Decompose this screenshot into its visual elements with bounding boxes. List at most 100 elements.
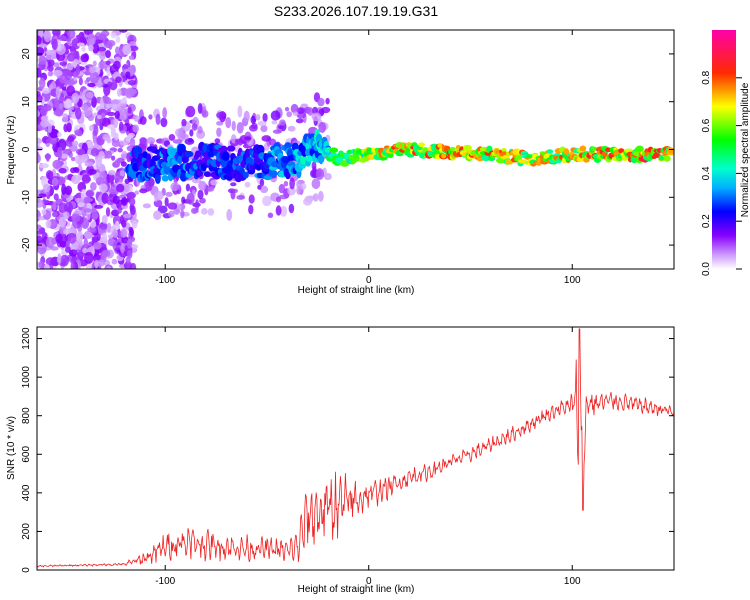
heatmap-cell [78,77,83,86]
heatmap-cell [131,219,138,229]
heatmap-cell [65,37,72,42]
heatmap-cell [134,190,140,195]
heatmap-cell [52,69,63,77]
heatmap-cell [95,176,105,186]
heatmap-cell [102,176,107,185]
heatmap-cell [51,211,58,218]
colorbar-tick-label: 0.6 [701,118,712,132]
heatmap-cell [180,209,185,219]
heatmap-cell [83,237,89,250]
heatmap-cell [129,197,136,207]
heatmap-cell [91,96,97,108]
heatmap-cell [37,94,43,103]
heatmap-cell [70,156,76,162]
heatmap-cell [153,190,164,201]
heatmap-cell [55,86,61,98]
heatmap-cell [67,135,75,142]
heatmap-cell [65,246,71,253]
heatmap-cell [99,97,104,110]
heatmap-cell [161,174,169,182]
heatmap-cell [89,220,97,228]
heatmap-cell [119,170,125,177]
heatmap-cell [214,138,221,144]
heatmap-cell [275,205,282,216]
heatmap-cell [221,151,230,161]
snr-y-tick-label: 200 [21,523,32,540]
heatmap-cell [666,147,674,154]
spectrogram-y-axis-label: Frequency (Hz) [6,116,17,185]
heatmap-cell [237,122,243,132]
spectrogram-x-tick-label: -100 [155,275,175,286]
heatmap-cell [110,99,120,105]
heatmap-cell [45,49,55,56]
heatmap-cell [178,127,184,137]
heatmap-cell [132,124,140,133]
heatmap-cell [290,103,299,114]
heatmap-cell [111,155,116,161]
heatmap-cell [122,64,129,70]
heatmap-cell [56,146,63,159]
heatmap-cell [96,114,103,120]
heatmap-cell [262,195,272,207]
heatmap-cell [65,240,71,248]
heatmap-cell [62,211,70,220]
heatmap-cell [197,103,203,114]
heatmap-cell [51,177,59,187]
heatmap-cell [142,203,151,209]
heatmap-cell [243,110,250,123]
spectrogram-y-tick-label: 10 [21,96,32,108]
heatmap-cell [107,81,113,88]
heatmap-cell [162,107,168,119]
heatmap-cell [64,81,74,87]
heatmap-cell [194,150,202,158]
heatmap-cell [66,52,75,62]
heatmap-cell [115,35,121,44]
heatmap-cell [418,142,425,148]
heatmap-cell [105,49,111,59]
heatmap-cell [122,44,132,56]
heatmap-cell [181,156,189,164]
heatmap-cell [160,117,168,128]
heatmap-cell [83,230,94,239]
heatmap-cell [64,185,73,196]
heatmap-cell [92,60,97,67]
heatmap-cell [155,113,161,126]
heatmap-cell [81,46,86,52]
heatmap-cell [236,194,246,200]
heatmap-cell [99,221,108,230]
heatmap-cell [43,30,52,43]
heatmap-cell [82,208,93,213]
heatmap-cell [73,167,80,173]
heatmap-cell [120,161,127,167]
heatmap-cell [126,250,133,259]
heatmap-cell [618,148,625,154]
heatmap-cell [226,145,236,152]
heatmap-cell [116,88,122,97]
heatmap-cell [112,195,120,205]
heatmap-cell [41,208,47,216]
heatmap-cell [287,125,296,132]
heatmap-cell [195,199,200,211]
heatmap-cell [87,226,97,233]
heatmap-cell [38,163,49,169]
heatmap-cell [66,64,74,71]
heatmap-cell [94,204,104,209]
heatmap-cell [462,144,472,152]
heatmap-cell [38,43,48,48]
heatmap-cell [168,133,176,141]
heatmap-cell [88,44,94,52]
spectrogram-y-tick-label: 0 [21,146,32,152]
heatmap-cell [184,150,194,158]
heatmap-cell [74,129,83,137]
heatmap-cell [81,103,89,111]
heatmap-cell [311,178,321,190]
heatmap-cell [278,183,286,194]
snr-y-tick-label: 1000 [21,366,32,389]
heatmap-cell [45,219,52,229]
heatmap-cell [203,171,211,177]
heatmap-cell [231,120,236,131]
heatmap-cell [87,114,94,122]
heatmap-cell [51,38,58,50]
heatmap-cell [248,194,255,204]
heatmap-cell [148,114,153,120]
